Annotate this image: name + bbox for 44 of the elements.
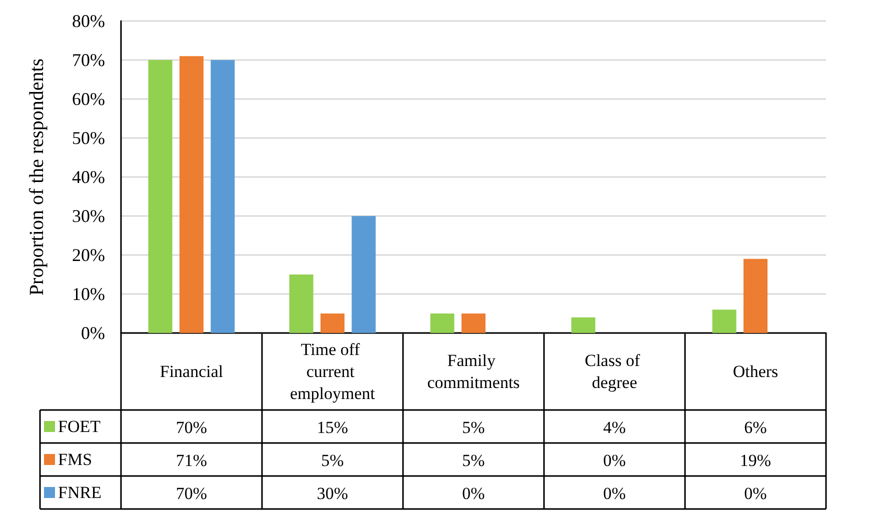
bar [712, 310, 736, 333]
x-tick-label: Others [732, 362, 778, 381]
data-label: 71% [176, 451, 208, 470]
y-tick-label: 80% [72, 11, 105, 31]
data-label: 6% [744, 418, 767, 437]
bar [571, 317, 596, 333]
data-label: 70% [176, 484, 208, 503]
x-tick-label: Class of degree [584, 351, 644, 392]
data-label: 30% [316, 484, 348, 503]
bar [430, 314, 454, 333]
data-label: 5% [462, 418, 485, 437]
bar [744, 258, 768, 333]
data-label: 0% [462, 484, 485, 503]
data-label: 0% [603, 451, 626, 470]
legend-label: FNRE [58, 483, 102, 502]
bar [180, 56, 204, 333]
bar [210, 60, 235, 333]
bar [462, 314, 486, 333]
data-label: 5% [462, 451, 485, 470]
data-label: 0% [744, 484, 767, 503]
legend-label: FOET [58, 417, 102, 436]
y-tick-label: 70% [72, 50, 105, 70]
y-tick-label: 0% [81, 323, 105, 343]
y-tick-label: 20% [72, 245, 105, 265]
y-tick-label: 40% [72, 167, 105, 187]
data-label: 70% [176, 418, 208, 437]
bar [148, 60, 172, 333]
data-label: 15% [316, 418, 348, 437]
x-tick-label: Family commitments [427, 351, 520, 392]
bar [352, 216, 376, 333]
x-tick-label: Financial [160, 362, 224, 381]
data-label: 0% [603, 484, 626, 503]
bar [320, 314, 344, 333]
data-label: 5% [321, 451, 344, 470]
x-tick-label: Time off current employment [290, 340, 376, 403]
y-tick-label: 50% [72, 128, 105, 148]
legend-label: FMS [58, 450, 92, 469]
y-axis-title: Proportion of the respondents [26, 58, 48, 296]
data-label: 4% [603, 418, 626, 437]
data-label: 19% [740, 451, 772, 470]
y-tick-label: 30% [72, 206, 105, 226]
y-tick-label: 10% [72, 284, 105, 304]
bar [289, 274, 314, 333]
y-tick-label: 60% [72, 89, 105, 109]
